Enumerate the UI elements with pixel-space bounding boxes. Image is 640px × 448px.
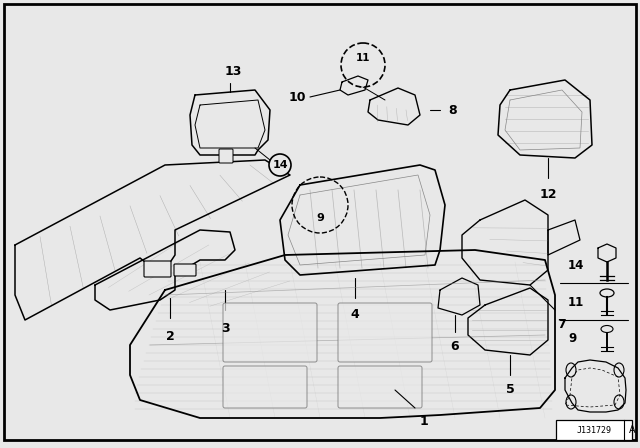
Text: 1: 1 [420, 415, 429, 428]
Text: 10: 10 [288, 90, 306, 103]
Circle shape [269, 154, 291, 176]
Text: 9: 9 [316, 213, 324, 223]
FancyBboxPatch shape [556, 420, 632, 440]
FancyBboxPatch shape [223, 303, 317, 362]
Text: 7: 7 [557, 318, 566, 331]
Text: 14: 14 [272, 160, 288, 170]
Text: 5: 5 [506, 383, 515, 396]
Text: 6: 6 [451, 340, 460, 353]
FancyBboxPatch shape [4, 4, 636, 440]
Text: 13: 13 [224, 65, 242, 78]
Text: 11: 11 [568, 296, 584, 309]
FancyBboxPatch shape [174, 264, 196, 276]
Text: 4: 4 [351, 308, 360, 321]
Text: 3: 3 [221, 322, 229, 335]
FancyBboxPatch shape [223, 366, 307, 408]
Text: A: A [628, 425, 636, 435]
FancyBboxPatch shape [338, 366, 422, 408]
Text: 9: 9 [568, 332, 576, 345]
Text: 8: 8 [448, 103, 456, 116]
FancyBboxPatch shape [338, 303, 432, 362]
FancyBboxPatch shape [219, 149, 233, 163]
Text: 14: 14 [568, 258, 584, 271]
Text: 12: 12 [540, 188, 557, 201]
FancyBboxPatch shape [144, 261, 171, 277]
Text: J131729: J131729 [577, 426, 611, 435]
Text: 11: 11 [356, 53, 371, 63]
Text: 2: 2 [166, 330, 174, 343]
